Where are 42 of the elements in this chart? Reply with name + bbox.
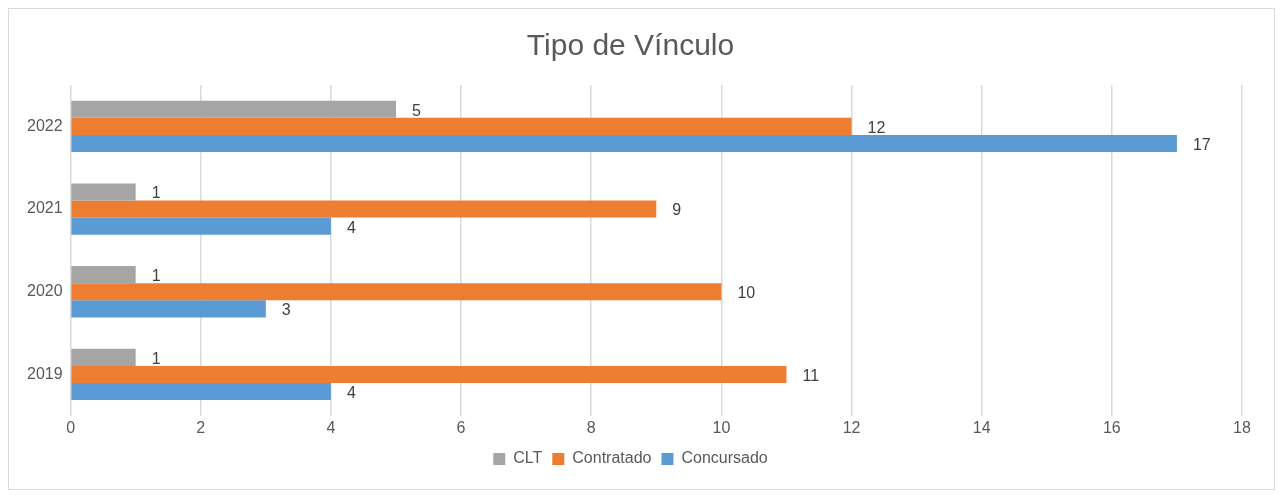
bar	[71, 300, 266, 318]
bar	[71, 100, 396, 118]
y-tick-label: 2021	[27, 199, 63, 217]
x-tick-label: 16	[1102, 418, 1121, 436]
bar	[71, 283, 722, 301]
bar	[71, 383, 331, 401]
bar	[71, 200, 657, 218]
data-label: 10	[737, 284, 756, 302]
y-tick-label: 2019	[27, 364, 63, 382]
data-label: 9	[672, 201, 682, 219]
data-label: 1	[151, 349, 161, 367]
data-label: 1	[151, 184, 161, 202]
x-tick-label: 18	[1233, 418, 1251, 436]
x-tick-label: 4	[326, 418, 336, 436]
legend-label: Contratado	[572, 449, 652, 467]
x-tick-label: 6	[456, 418, 466, 436]
x-tick-label: 12	[842, 418, 861, 436]
x-tick-label: 2	[196, 418, 206, 436]
x-tick-label: 14	[972, 418, 991, 436]
chart-title: Tipo de Vínculo	[526, 28, 735, 62]
legend-label: Concursado	[681, 449, 768, 467]
legend-label: CLT	[513, 449, 543, 467]
x-tick-label: 8	[586, 418, 596, 436]
data-label: 3	[281, 301, 291, 319]
bar	[71, 117, 852, 135]
bar	[71, 348, 136, 366]
data-label: 5	[411, 101, 421, 119]
data-label: 1	[151, 267, 161, 285]
y-tick-label: 2022	[27, 116, 63, 134]
data-label: 17	[1192, 135, 1211, 153]
bar	[71, 134, 1177, 152]
x-tick-label: 10	[712, 418, 731, 436]
bar	[71, 266, 136, 284]
data-label: 4	[346, 218, 356, 236]
x-tick-label: 0	[66, 418, 76, 436]
bar	[71, 217, 331, 235]
bar	[71, 183, 136, 201]
y-tick-label: 2020	[27, 282, 63, 300]
data-label: 11	[802, 366, 820, 384]
data-label: 4	[346, 383, 356, 401]
data-label: 12	[867, 118, 886, 136]
bar	[71, 365, 787, 383]
